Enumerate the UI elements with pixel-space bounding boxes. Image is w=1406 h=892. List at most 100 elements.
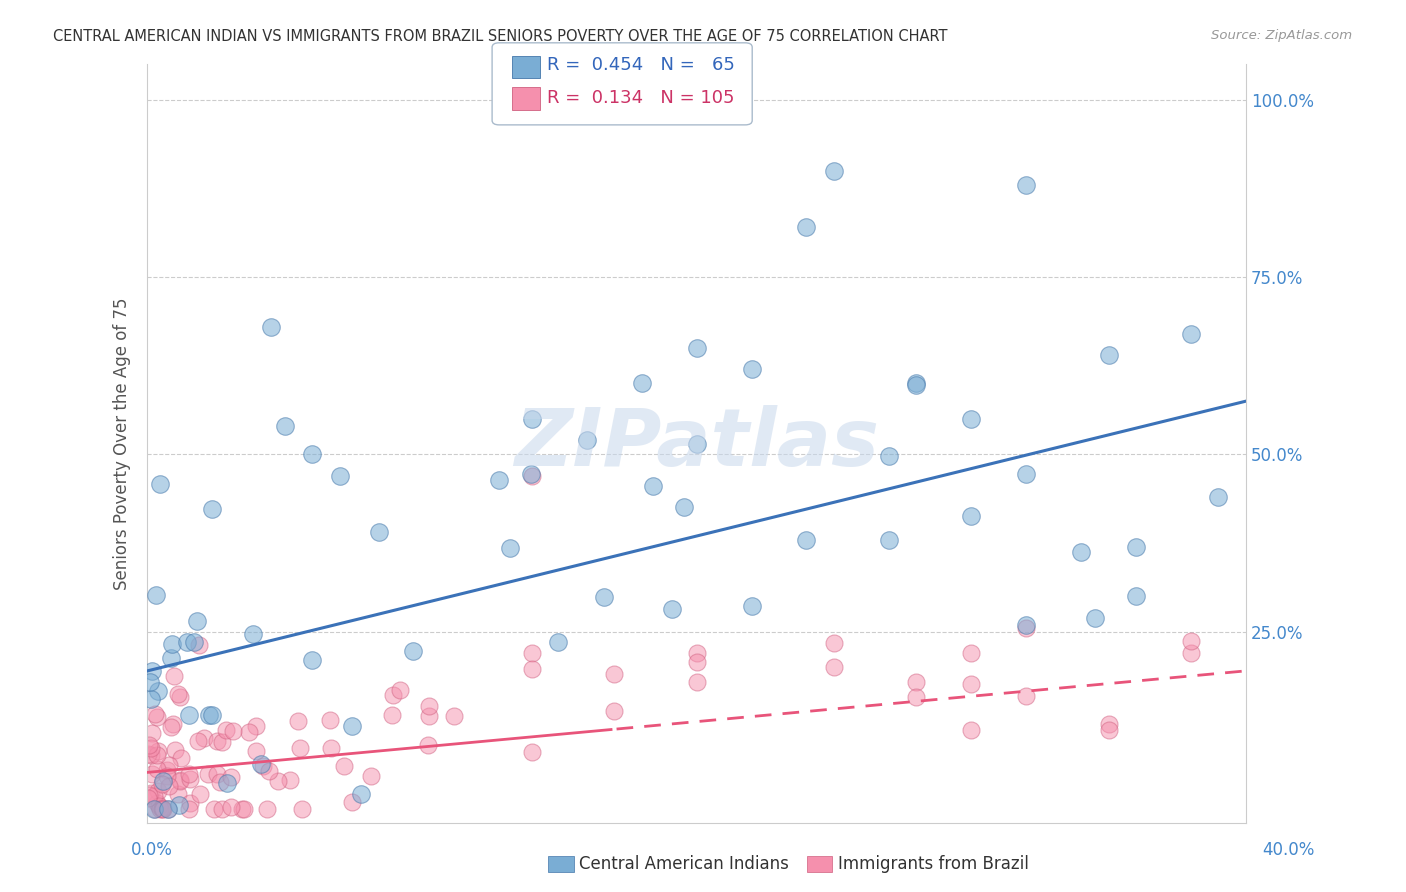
- Point: [960, 646, 983, 660]
- Point: [215, 723, 238, 738]
- Point: [146, 762, 169, 776]
- Point: [141, 664, 163, 678]
- Point: [252, 759, 274, 773]
- Point: [156, 768, 179, 782]
- Point: [685, 341, 707, 355]
- Point: [877, 533, 900, 547]
- Point: [139, 748, 162, 763]
- Point: [685, 436, 707, 450]
- Point: [150, 800, 173, 814]
- Point: [603, 704, 626, 718]
- Point: [520, 468, 543, 483]
- Point: [1015, 689, 1038, 703]
- Point: [231, 802, 253, 816]
- Point: [141, 725, 163, 739]
- Point: [418, 738, 440, 752]
- Point: [167, 688, 190, 702]
- Point: [146, 709, 169, 723]
- Point: [162, 637, 184, 651]
- Point: [575, 434, 598, 448]
- Point: [186, 615, 208, 629]
- Point: [1015, 617, 1038, 632]
- Point: [242, 627, 264, 641]
- Point: [418, 699, 440, 714]
- Point: [146, 796, 169, 810]
- Point: [796, 220, 818, 235]
- Point: [146, 784, 169, 798]
- Point: [1070, 544, 1092, 558]
- Point: [520, 646, 543, 660]
- Point: [643, 479, 665, 493]
- Point: [1097, 717, 1119, 731]
- Point: [257, 764, 280, 778]
- Point: [142, 789, 165, 804]
- Point: [160, 651, 183, 665]
- Text: ZIPatlas: ZIPatlas: [515, 405, 879, 483]
- Point: [148, 799, 170, 814]
- Point: [202, 802, 225, 816]
- Point: [138, 738, 160, 752]
- Point: [163, 669, 186, 683]
- Point: [201, 707, 224, 722]
- Text: R =  0.134   N = 105: R = 0.134 N = 105: [547, 88, 734, 106]
- Point: [165, 743, 187, 757]
- Point: [250, 757, 273, 772]
- Point: [877, 449, 900, 463]
- Point: [273, 419, 295, 434]
- Point: [211, 802, 233, 816]
- Point: [381, 708, 404, 723]
- Point: [291, 802, 314, 816]
- Point: [1125, 540, 1147, 554]
- Point: [333, 759, 356, 773]
- Point: [152, 774, 174, 789]
- Point: [1015, 467, 1038, 481]
- Point: [143, 802, 166, 816]
- Point: [245, 718, 267, 732]
- Point: [221, 800, 243, 814]
- Point: [685, 646, 707, 660]
- Point: [187, 734, 209, 748]
- Text: 40.0%: 40.0%: [1263, 840, 1315, 858]
- Point: [685, 655, 707, 669]
- Point: [823, 660, 845, 674]
- Point: [520, 745, 543, 759]
- Point: [823, 636, 845, 650]
- Point: [169, 772, 191, 787]
- Point: [905, 690, 928, 705]
- Point: [488, 473, 510, 487]
- Point: [547, 634, 569, 648]
- Point: [149, 476, 172, 491]
- Point: [685, 674, 707, 689]
- Point: [219, 770, 242, 784]
- Text: Immigrants from Brazil: Immigrants from Brazil: [838, 855, 1029, 872]
- Point: [520, 467, 543, 482]
- Point: [342, 795, 364, 809]
- Point: [319, 713, 342, 727]
- Point: [603, 667, 626, 681]
- Point: [1097, 348, 1119, 362]
- Point: [150, 802, 173, 816]
- Point: [960, 723, 983, 737]
- Point: [193, 731, 215, 745]
- Point: [301, 447, 323, 461]
- Point: [1015, 621, 1038, 635]
- Point: [139, 692, 162, 706]
- Point: [741, 362, 763, 376]
- Point: [741, 599, 763, 613]
- Point: [287, 714, 309, 728]
- Point: [905, 376, 928, 391]
- Point: [222, 724, 245, 739]
- Point: [211, 735, 233, 749]
- Point: [143, 802, 166, 816]
- Point: [170, 751, 193, 765]
- Point: [381, 688, 404, 702]
- Point: [139, 674, 162, 689]
- Point: [177, 767, 200, 781]
- Point: [1125, 590, 1147, 604]
- Point: [960, 676, 983, 690]
- Text: 0.0%: 0.0%: [131, 840, 173, 858]
- Point: [167, 797, 190, 812]
- Point: [157, 802, 180, 816]
- Point: [152, 802, 174, 816]
- Point: [960, 509, 983, 524]
